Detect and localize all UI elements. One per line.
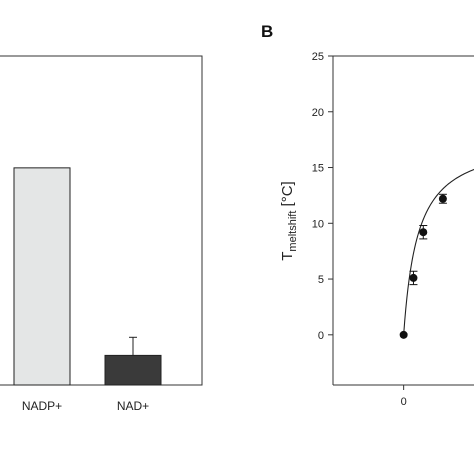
- y-tick-label: 5: [318, 274, 324, 286]
- data-point: [438, 194, 447, 203]
- y-tick-label: 20: [312, 107, 324, 119]
- scatter-ticks: 051015202502: [312, 51, 407, 408]
- bar-plot-frame: [0, 55, 203, 386]
- scatter-axes: [332, 55, 474, 386]
- fit-curve: [403, 168, 474, 335]
- bar-category-labels: NADP+ NAD+: [22, 399, 149, 413]
- x-tick-label: 0: [401, 396, 407, 408]
- bar-series: [13, 167, 162, 386]
- category-label-nad: NAD+: [117, 399, 149, 413]
- category-label-nadp: NADP+: [22, 399, 62, 413]
- y-axis-label-subscript: meltshift: [287, 211, 299, 252]
- panel-letter-b: B: [261, 22, 273, 41]
- y-tick-label: 25: [312, 51, 324, 63]
- y-tick-label: 10: [312, 218, 324, 230]
- data-point: [399, 330, 408, 339]
- y-tick-label: 15: [312, 163, 324, 175]
- y-axis-label-unit: [°C]: [279, 181, 296, 210]
- y-tick-label: 0: [318, 330, 324, 342]
- y-axis-label: Tmeltshift [°C]: [279, 181, 299, 260]
- data-point: [419, 228, 428, 237]
- bar-chart-panel: NADP+ NAD+: [0, 55, 203, 413]
- bar-2: [104, 354, 162, 386]
- bar-1: [13, 167, 71, 386]
- scatter-points: [399, 193, 447, 339]
- data-point: [409, 273, 418, 282]
- melt-shift-panel: B 051015202502 Tmeltshift [°C]: [261, 22, 474, 408]
- y-axis-label-main: T: [279, 252, 296, 261]
